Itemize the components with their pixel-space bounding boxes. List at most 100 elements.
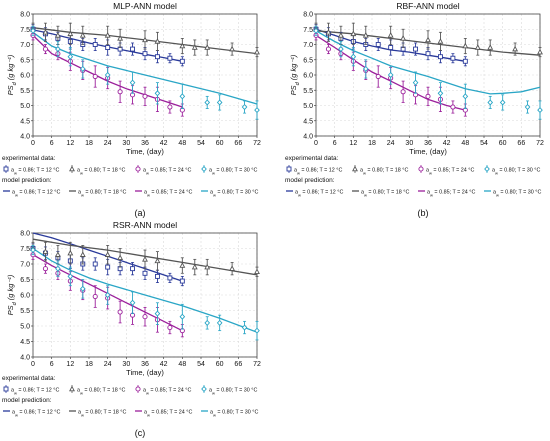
legend-marker-square (3, 386, 9, 392)
data-point-T30 (524, 100, 531, 114)
data-point-T18 (142, 30, 148, 50)
data-point-T30 (104, 65, 111, 85)
data-point-T30 (462, 83, 469, 109)
chart-panel-3: 0 6 12 18 24 30 36 42 48 54 60 66 72 4.0 4.5 5.0 5.5 6.0 6… (6, 220, 261, 377)
legend-entry-model: aw = 0.85; T = 24 °C (144, 410, 192, 418)
legend-entry-experimental: aw = 0.80; T = 30 °C (209, 168, 257, 176)
marker-triangle (387, 31, 394, 38)
data-point-T30 (241, 320, 248, 335)
x-tick-label: 12 (66, 361, 74, 368)
data-point-T30 (437, 82, 444, 105)
data-point-T30 (154, 302, 161, 325)
marker-diamond (462, 93, 469, 100)
y-tick-label: 6.0 (20, 293, 30, 300)
x-tick-label: 48 (178, 361, 186, 368)
marker-triangle (42, 248, 49, 254)
x-tick-label: 18 (368, 140, 376, 147)
marker-circle (450, 104, 456, 110)
data-point-T12 (167, 53, 173, 64)
marker-square (375, 42, 381, 47)
data-point-T30 (67, 47, 74, 67)
data-point-T18 (154, 251, 161, 271)
data-point-T12 (450, 53, 456, 64)
legend-model-header: model prediction: (285, 177, 335, 184)
marker-diamond (129, 299, 136, 306)
marker-diamond (487, 99, 494, 106)
marker-square (425, 51, 431, 57)
data-point-T30 (387, 65, 394, 85)
marker-triangle (254, 48, 260, 55)
y-tick-label: 5.5 (20, 308, 30, 315)
data-point-T30 (412, 71, 419, 94)
marker-triangle (437, 38, 444, 44)
marker-square (167, 275, 173, 281)
marker-triangle (79, 251, 86, 257)
legend-marker-square (286, 166, 292, 172)
legend-entry-experimental: aw = 0.85; T = 24 °C (426, 168, 474, 176)
data-point-T18 (325, 22, 332, 42)
marker-triangle (104, 251, 111, 257)
data-point-T30 (338, 41, 344, 58)
prediction-line-T30 (315, 30, 541, 95)
data-point-T18 (512, 42, 519, 56)
y-tick-label: 6.0 (303, 73, 313, 80)
data-point-T30 (129, 71, 136, 94)
data-point-T18 (67, 22, 74, 45)
marker-triangle (462, 42, 469, 49)
data-point-T18 (400, 28, 407, 48)
data-point-T18 (425, 30, 431, 50)
legend-entry-experimental: aw = 0.80; T = 18 °C (360, 168, 408, 176)
x-tick-label: 12 (349, 140, 357, 147)
data-point-T30 (204, 95, 211, 109)
x-tick-label: 60 (216, 140, 224, 147)
legend-entry-model: aw = 0.86; T = 12 °C (295, 190, 343, 198)
legend-marker-triangle (69, 165, 75, 172)
y-tick-label: 8.0 (20, 12, 30, 19)
data-point-T12 (92, 257, 98, 271)
legend-panel-1: experimental data:model prediction:aw = … (2, 155, 258, 197)
data-point-T24 (117, 80, 123, 103)
data-point-T12 (462, 56, 468, 67)
data-point-T12 (413, 42, 419, 56)
data-point-T30 (79, 59, 86, 79)
y-tick-label: 5.5 (20, 88, 30, 95)
marker-square (154, 273, 160, 279)
y-tick-label: 7.0 (20, 262, 30, 269)
marker-triangle (191, 263, 198, 270)
marker-triangle (204, 263, 211, 270)
x-tick-label: 66 (234, 361, 242, 368)
marker-triangle (42, 28, 49, 35)
x-tick-label: 42 (443, 140, 451, 147)
marker-diamond (254, 107, 260, 114)
data-point-T24 (42, 263, 48, 274)
legend-entry-experimental: aw = 0.80; T = 30 °C (492, 168, 540, 176)
marker-triangle (154, 38, 161, 44)
marker-diamond (524, 103, 531, 111)
marker-square (413, 46, 419, 52)
legend-entry-model: aw = 0.80; T = 30 °C (210, 410, 258, 418)
marker-triangle (179, 262, 186, 268)
data-point-T30 (129, 291, 136, 315)
data-point-T30 (104, 285, 111, 305)
panel-label: (c) (135, 428, 146, 438)
data-point-T18 (79, 244, 86, 265)
marker-diamond (499, 99, 506, 106)
marker-diamond (437, 90, 444, 97)
marker-square (167, 55, 173, 61)
legend-experimental-header: experimental data: (285, 155, 339, 162)
marker-square (92, 42, 98, 47)
x-tick-label: 24 (387, 140, 395, 147)
data-point-T18 (42, 241, 49, 262)
marker-square (462, 58, 468, 64)
data-point-T18 (154, 31, 161, 51)
data-point-T30 (254, 100, 260, 120)
marker-diamond (154, 310, 161, 317)
marker-triangle (400, 35, 407, 41)
x-tick-label: 66 (234, 140, 242, 147)
data-point-T30 (487, 95, 494, 109)
x-tick-label: 72 (253, 140, 261, 147)
x-axis-label: Time, (day) (409, 147, 447, 156)
marker-diamond (412, 79, 419, 86)
marker-triangle (117, 254, 124, 261)
